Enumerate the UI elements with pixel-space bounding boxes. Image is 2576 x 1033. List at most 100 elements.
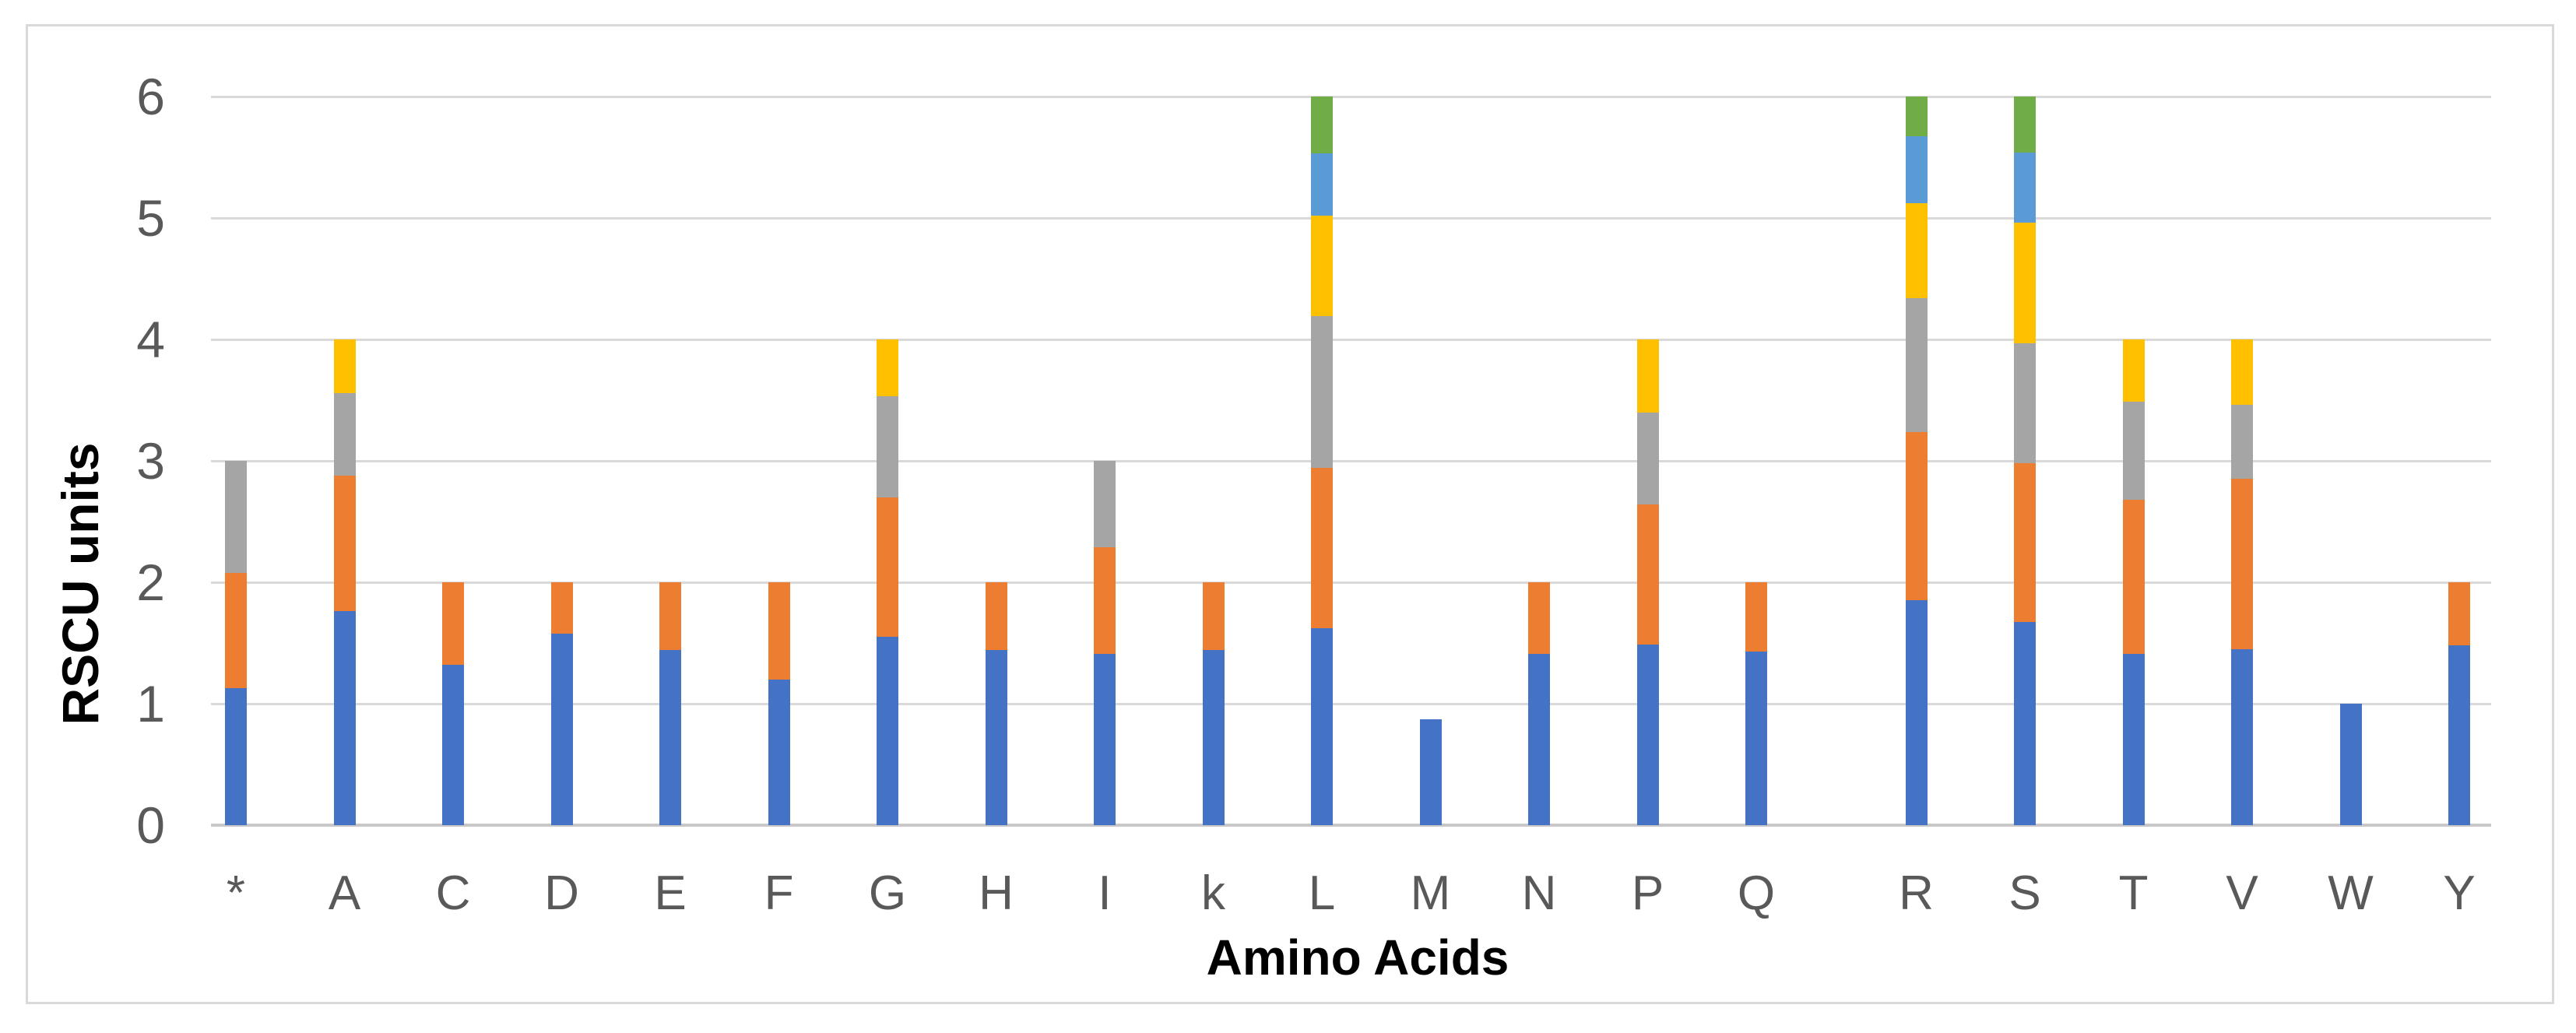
y-tick-label-0: 0 xyxy=(136,796,165,854)
x-category-label-P: P xyxy=(1631,866,1664,920)
x-category-label-E: E xyxy=(654,866,687,920)
bar-V-segment-1 xyxy=(2231,648,2253,825)
bar-R-segment-5 xyxy=(1905,136,1928,204)
bar-L-segment-1 xyxy=(1311,628,1333,825)
bar-G-segment-2 xyxy=(877,497,898,638)
bar-A-segment-4 xyxy=(333,339,356,393)
bar-S-segment-6 xyxy=(2014,97,2036,153)
gridline-2 xyxy=(211,581,2491,584)
bar-A-segment-1 xyxy=(333,611,356,825)
x-category-label-M: M xyxy=(1410,866,1451,920)
bar-S-segment-5 xyxy=(2014,152,2036,223)
bar-T-segment-2 xyxy=(2122,499,2145,655)
bar-D-segment-2 xyxy=(550,582,573,634)
bar-G-segment-4 xyxy=(877,339,898,397)
gridline-1 xyxy=(211,702,2491,705)
bar-H-segment-2 xyxy=(985,582,1007,651)
bar-R-segment-1 xyxy=(1905,600,1928,825)
bar-k-segment-1 xyxy=(1202,650,1225,825)
bar-T-segment-1 xyxy=(2122,654,2145,825)
bar-C-segment-2 xyxy=(442,582,464,666)
bar-I-segment-2 xyxy=(1094,546,1116,655)
bar-I-segment-1 xyxy=(1094,654,1116,825)
gridline-6 xyxy=(211,95,2491,98)
bar-V-segment-2 xyxy=(2231,479,2253,649)
x-category-label-W: W xyxy=(2328,866,2374,920)
bar-F-segment-2 xyxy=(768,582,790,680)
bar-N-segment-2 xyxy=(1528,582,1550,655)
bar-S-segment-4 xyxy=(2014,223,2036,343)
bar-N-segment-1 xyxy=(1528,654,1550,825)
bar-V-segment-3 xyxy=(2231,405,2253,480)
bar-D-segment-1 xyxy=(550,633,573,825)
bar-A-segment-3 xyxy=(333,392,356,476)
bar-L-segment-2 xyxy=(1311,468,1333,629)
bar-R-segment-4 xyxy=(1905,203,1928,298)
bar-F-segment-1 xyxy=(768,679,790,825)
x-category-label-N: N xyxy=(1521,866,1557,920)
bar-G-segment-1 xyxy=(877,637,898,825)
x-category-label-*: * xyxy=(226,866,246,920)
bar-T-segment-4 xyxy=(2122,339,2145,402)
x-category-label-I: I xyxy=(1098,866,1112,920)
bar-S-segment-3 xyxy=(2014,343,2036,464)
bar-L-segment-3 xyxy=(1311,316,1333,469)
x-category-label-G: G xyxy=(868,866,907,920)
bar-M-segment-1 xyxy=(1419,719,1442,825)
x-category-label-Y: Y xyxy=(2443,866,2476,920)
bar-P-segment-1 xyxy=(1636,644,1659,825)
x-category-label-F: F xyxy=(764,866,794,920)
chart-border xyxy=(26,24,2554,1004)
bar-T-segment-3 xyxy=(2122,401,2145,500)
bar-R-segment-6 xyxy=(1905,97,1928,137)
bar-Q-segment-1 xyxy=(1745,651,1767,825)
gridline-5 xyxy=(211,216,2491,220)
bar-W-segment-1 xyxy=(2339,704,2362,825)
bar-S-segment-2 xyxy=(2014,463,2036,623)
x-category-label-L: L xyxy=(1308,866,1336,920)
bar-k-segment-2 xyxy=(1202,582,1225,651)
x-axis-line xyxy=(211,824,2491,827)
y-tick-label-3: 3 xyxy=(136,432,165,490)
bar-V-segment-4 xyxy=(2231,339,2253,406)
bar-H-segment-1 xyxy=(985,650,1007,825)
bar-Q-segment-2 xyxy=(1745,582,1767,652)
bar-R-segment-2 xyxy=(1905,431,1928,601)
bar-E-segment-2 xyxy=(659,582,681,651)
y-tick-label-5: 5 xyxy=(136,189,165,247)
x-category-label-S: S xyxy=(2008,866,2041,920)
gridline-3 xyxy=(211,459,2491,462)
bar-G-segment-3 xyxy=(877,396,898,497)
y-tick-label-6: 6 xyxy=(136,68,165,125)
x-category-label-D: D xyxy=(544,866,579,920)
bar-*-segment-3 xyxy=(225,461,247,573)
bar-L-segment-4 xyxy=(1311,215,1333,317)
bar-*-segment-1 xyxy=(225,687,247,825)
x-category-label-R: R xyxy=(1899,866,1934,920)
bar-P-segment-4 xyxy=(1636,339,1659,413)
x-category-label-k: k xyxy=(1201,866,1225,920)
x-category-label-V: V xyxy=(2226,866,2258,920)
bar-C-segment-1 xyxy=(442,665,464,825)
bar-Y-segment-1 xyxy=(2448,645,2470,825)
y-tick-label-2: 2 xyxy=(136,553,165,611)
bar-S-segment-1 xyxy=(2014,622,2036,825)
bar-L-segment-6 xyxy=(1311,97,1333,154)
bar-*-segment-2 xyxy=(225,572,247,688)
bar-E-segment-1 xyxy=(659,650,681,825)
y-axis-title: RSCU units xyxy=(51,442,109,726)
x-axis-title: Amino Acids xyxy=(1206,929,1509,986)
bar-Y-segment-2 xyxy=(2448,582,2470,646)
bar-P-segment-2 xyxy=(1636,504,1659,645)
gridline-4 xyxy=(211,338,2491,341)
x-category-label-H: H xyxy=(979,866,1014,920)
x-category-label-C: C xyxy=(435,866,471,920)
y-tick-label-1: 1 xyxy=(136,675,165,733)
x-category-label-Q: Q xyxy=(1737,866,1776,920)
x-category-label-T: T xyxy=(2118,866,2149,920)
bar-P-segment-3 xyxy=(1636,412,1659,505)
x-category-label-A: A xyxy=(328,866,361,920)
y-tick-label-4: 4 xyxy=(136,311,165,368)
bar-R-segment-3 xyxy=(1905,297,1928,432)
